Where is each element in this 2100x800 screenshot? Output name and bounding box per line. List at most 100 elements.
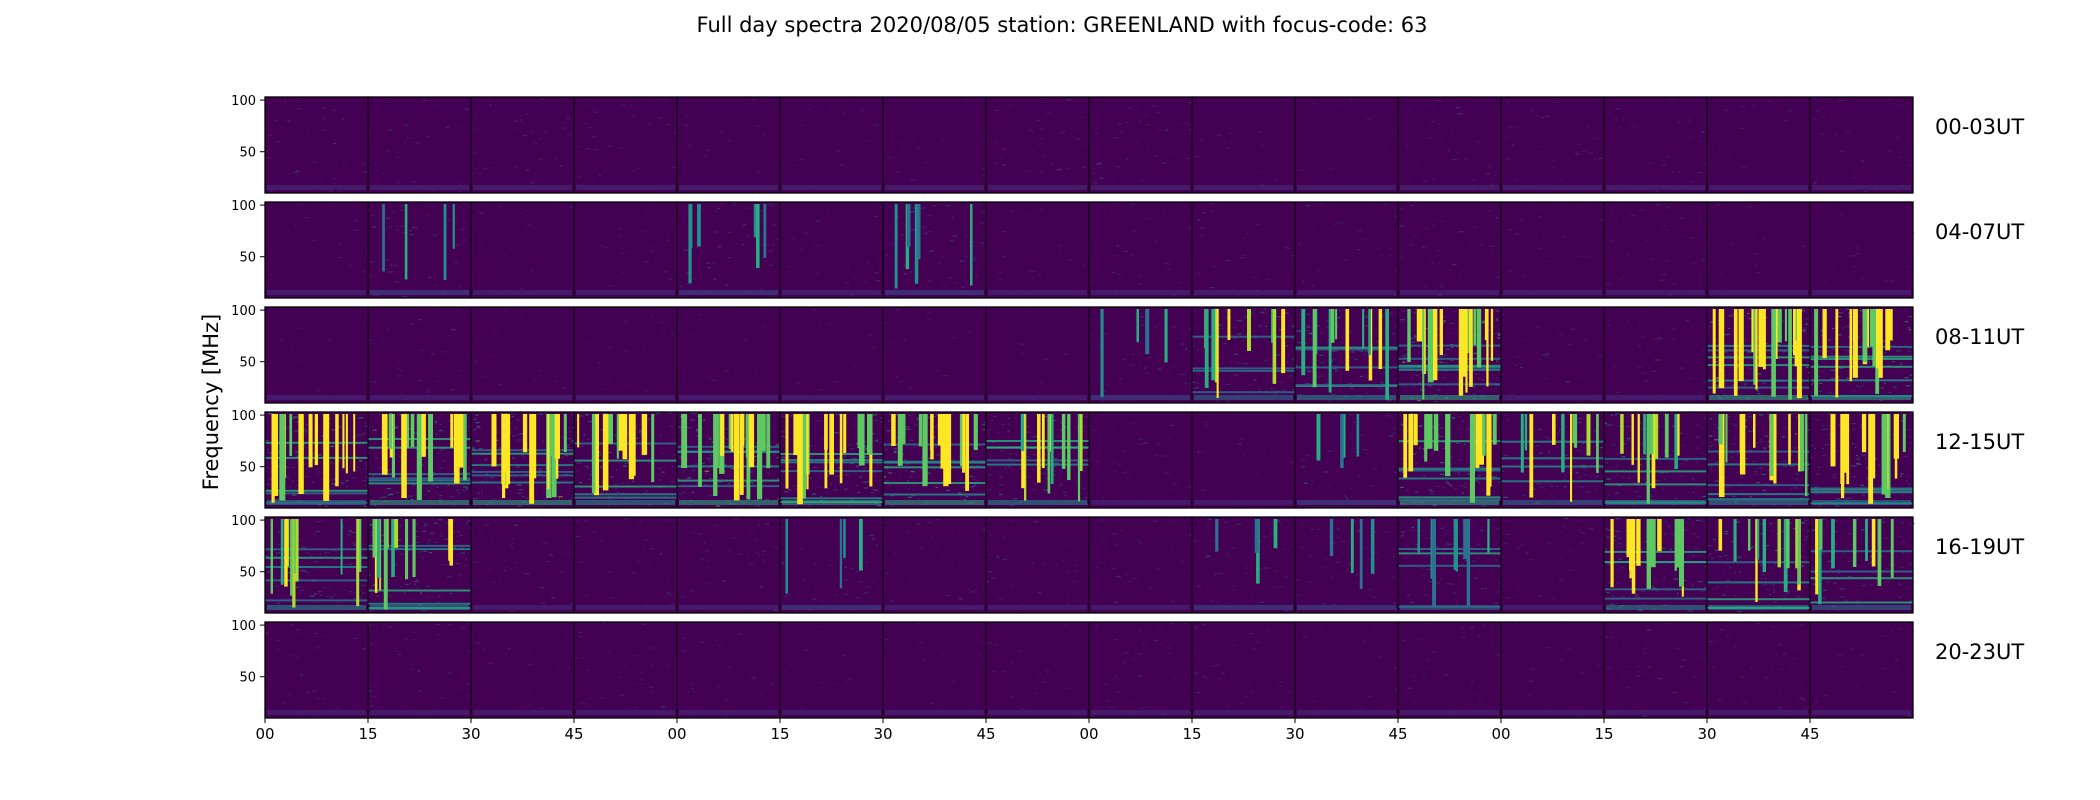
noise-pixel — [1001, 423, 1005, 426]
noise-pixel — [889, 263, 892, 265]
noise-pixel — [1405, 180, 1411, 182]
noise-pixel — [322, 117, 327, 119]
noise-pixel — [1163, 483, 1166, 485]
noise-pixel — [942, 356, 945, 358]
noise-pixel — [855, 484, 859, 486]
noise-pixel — [1122, 358, 1127, 361]
noise-pixel — [402, 295, 407, 298]
noise-pixel — [430, 220, 434, 222]
noise-pixel — [369, 261, 374, 263]
noise-pixel — [1130, 422, 1135, 424]
noise-pixel — [558, 466, 560, 468]
noise-pixel — [956, 151, 961, 153]
noise-pixel — [731, 468, 736, 470]
low-freq-band — [576, 185, 675, 190]
noise-pixel — [1242, 339, 1245, 341]
noise-pixel — [945, 205, 950, 207]
noise-pixel — [1332, 444, 1335, 446]
noise-pixel — [1245, 233, 1249, 235]
noise-pixel — [918, 343, 922, 345]
rfi-burst — [1216, 309, 1219, 398]
noise-pixel — [1291, 461, 1297, 463]
noise-pixel — [368, 503, 371, 505]
noise-pixel — [462, 238, 467, 240]
noise-pixel — [440, 141, 445, 143]
noise-pixel — [332, 109, 337, 111]
noise-pixel — [660, 321, 665, 323]
noise-pixel — [955, 235, 958, 237]
low-freq-band — [1709, 290, 1808, 295]
noise-pixel — [609, 453, 611, 455]
noise-pixel — [1830, 338, 1834, 340]
noise-pixel — [1269, 278, 1271, 280]
noise-pixel — [337, 190, 342, 192]
noise-pixel — [658, 487, 663, 489]
noise-pixel — [1826, 249, 1828, 251]
noise-pixel — [795, 133, 800, 136]
noise-pixel — [1552, 166, 1556, 168]
noise-pixel — [1015, 417, 1017, 419]
noise-pixel — [1762, 276, 1764, 278]
rfi-burst — [741, 414, 745, 446]
noise-pixel — [1238, 262, 1240, 264]
noise-pixel — [426, 390, 431, 392]
noise-pixel — [1010, 462, 1015, 464]
noise-pixel — [1319, 418, 1322, 420]
noise-pixel — [333, 478, 337, 480]
noise-pixel — [447, 206, 450, 208]
noise-pixel — [267, 483, 271, 486]
noise-pixel — [1446, 385, 1448, 387]
noise-pixel — [1819, 133, 1824, 135]
rfi-burst — [843, 414, 847, 453]
noise-pixel — [1328, 486, 1330, 488]
interference-line — [265, 489, 368, 492]
rfi-burst — [651, 414, 655, 483]
noise-pixel — [1318, 202, 1323, 204]
noise-pixel — [466, 432, 470, 434]
noise-pixel — [787, 265, 791, 267]
noise-pixel — [849, 294, 854, 297]
spectrogram-panel — [470, 201, 575, 299]
noise-pixel — [1701, 392, 1704, 394]
noise-pixel — [1348, 413, 1351, 415]
noise-pixel — [1422, 180, 1427, 182]
noise-pixel — [434, 275, 437, 277]
noise-pixel — [1719, 287, 1724, 289]
noise-pixel — [279, 339, 285, 341]
noise-pixel — [1744, 146, 1746, 149]
noise-pixel — [1609, 240, 1615, 242]
noise-pixel — [986, 140, 989, 142]
noise-pixel — [1666, 155, 1670, 157]
noise-pixel — [598, 451, 601, 453]
noise-pixel — [442, 337, 444, 339]
noise-pixel — [1213, 308, 1218, 310]
noise-pixel — [1083, 450, 1086, 452]
noise-pixel — [472, 429, 477, 431]
noise-pixel — [1121, 131, 1124, 133]
noise-pixel — [937, 261, 943, 264]
noise-pixel — [1046, 346, 1050, 348]
noise-pixel — [968, 331, 971, 333]
noise-pixel — [1638, 323, 1640, 325]
noise-pixel — [405, 498, 408, 500]
noise-pixel — [1837, 312, 1843, 314]
noise-pixel — [443, 281, 445, 283]
noise-pixel — [1352, 362, 1357, 364]
noise-pixel — [1328, 168, 1334, 170]
noise-pixel — [1086, 505, 1090, 507]
noise-pixel — [1846, 131, 1850, 134]
noise-pixel — [1895, 367, 1900, 369]
noise-pixel — [1183, 122, 1189, 124]
noise-pixel — [927, 312, 930, 314]
noise-pixel — [1167, 347, 1171, 349]
noise-pixel — [283, 100, 286, 103]
noise-pixel — [1630, 190, 1632, 192]
noise-pixel — [987, 489, 992, 491]
rfi-burst — [1458, 309, 1464, 396]
noise-pixel — [1888, 391, 1892, 394]
noise-pixel — [409, 338, 413, 340]
noise-pixel — [1075, 415, 1078, 417]
noise-pixel — [1029, 270, 1035, 273]
noise-pixel — [1514, 278, 1518, 280]
noise-pixel — [1390, 432, 1396, 434]
